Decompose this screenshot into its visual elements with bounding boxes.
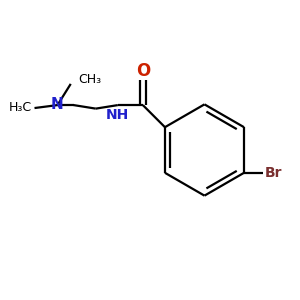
Text: H₃C: H₃C bbox=[8, 101, 32, 114]
Text: NH: NH bbox=[105, 107, 129, 122]
Text: CH₃: CH₃ bbox=[78, 73, 101, 86]
Text: Br: Br bbox=[265, 166, 282, 180]
Text: N: N bbox=[51, 97, 64, 112]
Text: O: O bbox=[136, 62, 150, 80]
